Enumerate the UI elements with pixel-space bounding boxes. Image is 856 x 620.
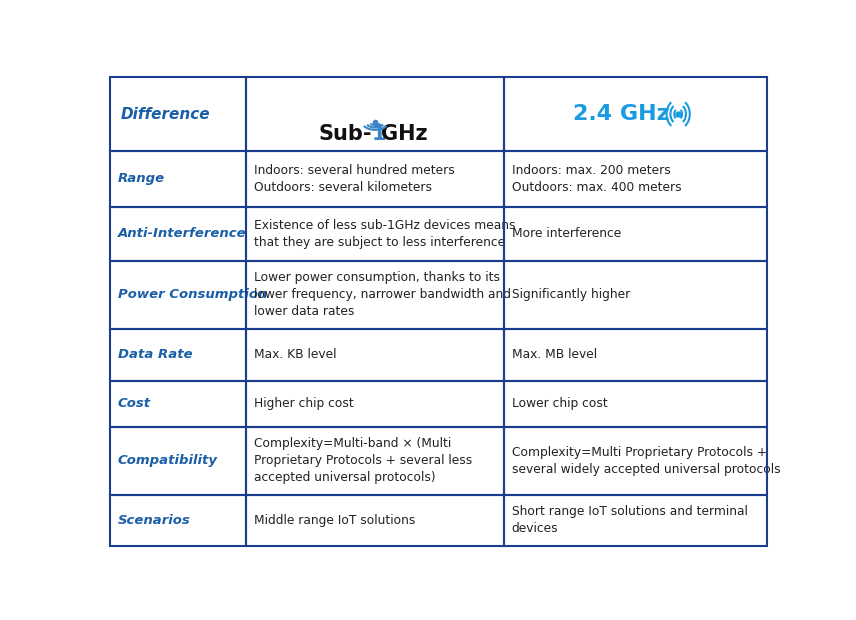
Text: Middle range IoT solutions: Middle range IoT solutions: [254, 514, 416, 527]
Bar: [504, 151, 767, 207]
Bar: [110, 381, 247, 427]
Bar: [110, 207, 247, 261]
Bar: [504, 78, 767, 151]
Text: Cost: Cost: [118, 397, 151, 410]
Text: Max. KB level: Max. KB level: [254, 348, 336, 361]
Bar: [504, 261, 767, 329]
Text: More interference: More interference: [512, 228, 621, 241]
Text: Indoors: max. 200 meters
Outdoors: max. 400 meters: Indoors: max. 200 meters Outdoors: max. …: [512, 164, 681, 193]
Text: Data Rate: Data Rate: [118, 348, 193, 361]
Text: Complexity=Multi-band × (Multi
Proprietary Protocols + several less
accepted uni: Complexity=Multi-band × (Multi Proprieta…: [254, 438, 473, 484]
Text: 2.4 GHz: 2.4 GHz: [574, 104, 670, 124]
Bar: [247, 151, 504, 207]
Text: Sub-: Sub-: [318, 124, 372, 144]
Bar: [110, 329, 247, 381]
Text: Lower power consumption, thanks to its
lower frequency, narrower bandwidth and
l: Lower power consumption, thanks to its l…: [254, 271, 511, 318]
Bar: [110, 78, 247, 151]
Text: 1: 1: [372, 124, 387, 144]
Text: GHz: GHz: [381, 124, 427, 144]
Text: Complexity=Multi Proprietary Protocols +
several widely accepted universal proto: Complexity=Multi Proprietary Protocols +…: [512, 446, 780, 476]
Text: Short range IoT solutions and terminal
devices: Short range IoT solutions and terminal d…: [512, 505, 747, 535]
Text: Indoors: several hundred meters
Outdoors: several kilometers: Indoors: several hundred meters Outdoors…: [254, 164, 455, 193]
Bar: [110, 427, 247, 495]
Text: Higher chip cost: Higher chip cost: [254, 397, 354, 410]
Text: Max. MB level: Max. MB level: [512, 348, 597, 361]
Bar: [504, 329, 767, 381]
Bar: [247, 495, 504, 546]
Bar: [110, 495, 247, 546]
Bar: [247, 207, 504, 261]
Bar: [110, 151, 247, 207]
Text: Existence of less sub-1GHz devices means
that they are subject to less interfere: Existence of less sub-1GHz devices means…: [254, 219, 516, 249]
Bar: [504, 207, 767, 261]
Bar: [504, 381, 767, 427]
Bar: [247, 78, 504, 151]
Text: Range: Range: [118, 172, 165, 185]
Bar: [247, 261, 504, 329]
Text: Compatibility: Compatibility: [118, 454, 217, 467]
Text: Power Consumption: Power Consumption: [118, 288, 267, 301]
Bar: [504, 427, 767, 495]
Bar: [247, 381, 504, 427]
Bar: [247, 329, 504, 381]
Text: Significantly higher: Significantly higher: [512, 288, 630, 301]
Text: Difference: Difference: [121, 107, 211, 122]
Bar: [504, 495, 767, 546]
Bar: [110, 261, 247, 329]
Text: Anti-Interference: Anti-Interference: [118, 228, 247, 241]
Text: Scenarios: Scenarios: [118, 514, 191, 527]
Bar: [247, 427, 504, 495]
Text: Lower chip cost: Lower chip cost: [512, 397, 607, 410]
